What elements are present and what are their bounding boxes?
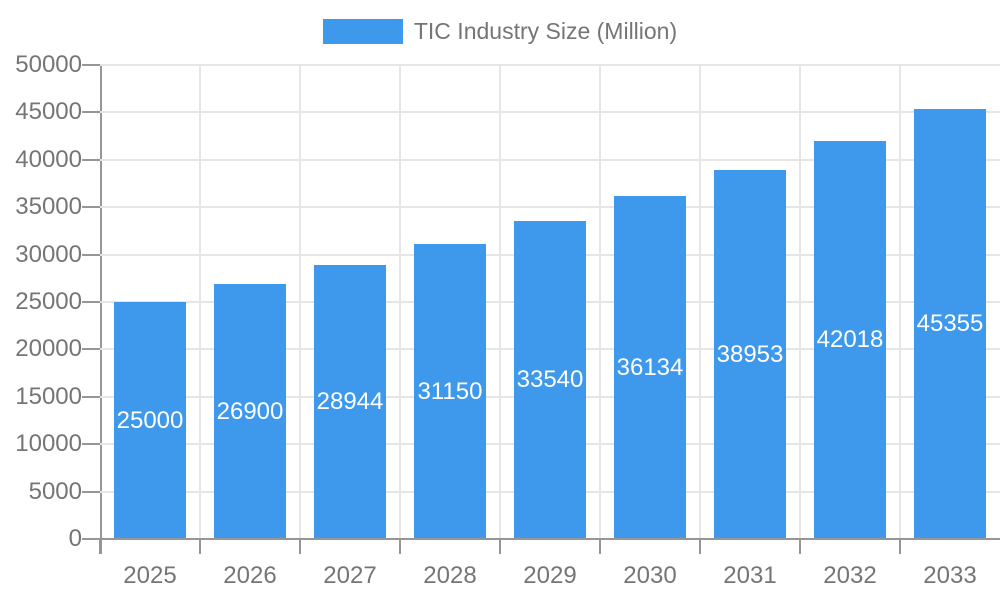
y-tick: [82, 254, 100, 256]
bar-value-label: 26900: [216, 397, 284, 425]
bar-2030[interactable]: 36134: [614, 196, 686, 539]
bar-2026[interactable]: 26900: [214, 284, 286, 539]
x-tick: [499, 539, 501, 554]
x-tick-label: 2026: [223, 562, 277, 589]
v-gridline: [799, 65, 801, 539]
x-tick: [299, 539, 301, 554]
x-tick: [899, 539, 901, 554]
plot-area: 25000 26900 28944 31150 33540 36134 38953 42018…: [100, 64, 1000, 539]
v-gridline: [399, 65, 401, 539]
x-tick-label: 2032: [823, 562, 877, 589]
y-tick: [82, 206, 100, 208]
v-gridline: [499, 65, 501, 539]
bar-value-label: 38953: [716, 340, 784, 368]
bar-2029[interactable]: 33540: [514, 221, 586, 539]
v-gridline: [699, 65, 701, 539]
bar-value-label: 36134: [616, 353, 684, 381]
x-tick: [399, 539, 401, 554]
bar-2027[interactable]: 28944: [314, 265, 386, 539]
x-axis-line: [100, 538, 1000, 540]
y-tick-label: 0: [68, 525, 82, 552]
v-gridline: [599, 65, 601, 539]
y-tick: [82, 348, 100, 350]
x-tick-label: 2029: [523, 562, 577, 589]
y-tick: [82, 301, 100, 303]
y-tick-label: 40000: [15, 146, 82, 173]
h-gridline: [100, 159, 1000, 161]
x-tick: [199, 539, 201, 554]
bar-2028[interactable]: 31150: [414, 244, 486, 539]
y-tick-label: 5000: [28, 478, 82, 505]
x-tick: [699, 539, 701, 554]
x-tick: [799, 539, 801, 554]
x-tick-label: 2033: [923, 562, 977, 589]
y-tick: [82, 538, 100, 540]
bar-2025[interactable]: 25000: [114, 302, 186, 539]
bar-value-label: 33540: [516, 366, 584, 393]
legend[interactable]: TIC Industry Size (Million): [0, 18, 1000, 45]
y-tick: [82, 443, 100, 445]
x-tick: [99, 539, 101, 554]
legend-label: TIC Industry Size (Million): [413, 18, 678, 44]
y-tick-label: 30000: [15, 241, 82, 268]
v-gridline: [899, 65, 901, 539]
h-gridline: [100, 206, 1000, 208]
x-tick-label: 2030: [623, 562, 677, 589]
y-tick-label: 15000: [15, 383, 82, 410]
y-tick: [82, 396, 100, 398]
bar-value-label: 45355: [916, 310, 984, 337]
y-axis-line: [100, 65, 102, 554]
y-tick: [82, 64, 100, 66]
y-tick-label: 50000: [15, 51, 82, 78]
bar-value-label: 42018: [816, 326, 884, 353]
h-gridline: [100, 64, 1000, 66]
x-tick-label: 2025: [123, 562, 177, 589]
bar-2031[interactable]: 38953: [714, 170, 786, 539]
y-tick-label: 35000: [15, 193, 82, 220]
v-gridline: [199, 65, 201, 539]
y-tick: [82, 159, 100, 161]
bar-2033[interactable]: 45355: [914, 109, 986, 539]
x-tick-label: 2031: [723, 562, 777, 589]
y-tick-label: 45000: [15, 98, 82, 125]
x-tick-label: 2028: [423, 562, 477, 589]
y-tick: [82, 111, 100, 113]
x-tick-label: 2027: [323, 562, 377, 589]
y-tick-label: 10000: [15, 430, 82, 457]
v-gridline: [299, 65, 301, 539]
h-gridline: [100, 111, 1000, 113]
legend-swatch: [322, 19, 403, 44]
y-tick-label: 25000: [15, 288, 82, 315]
bar-value-label: 31150: [417, 377, 483, 405]
bar-2032[interactable]: 42018: [814, 141, 886, 539]
y-tick-label: 20000: [15, 335, 82, 362]
y-tick: [82, 491, 100, 493]
bar-value-label: 28944: [316, 388, 384, 415]
x-tick: [599, 539, 601, 554]
bar-value-label: 25000: [116, 406, 184, 434]
